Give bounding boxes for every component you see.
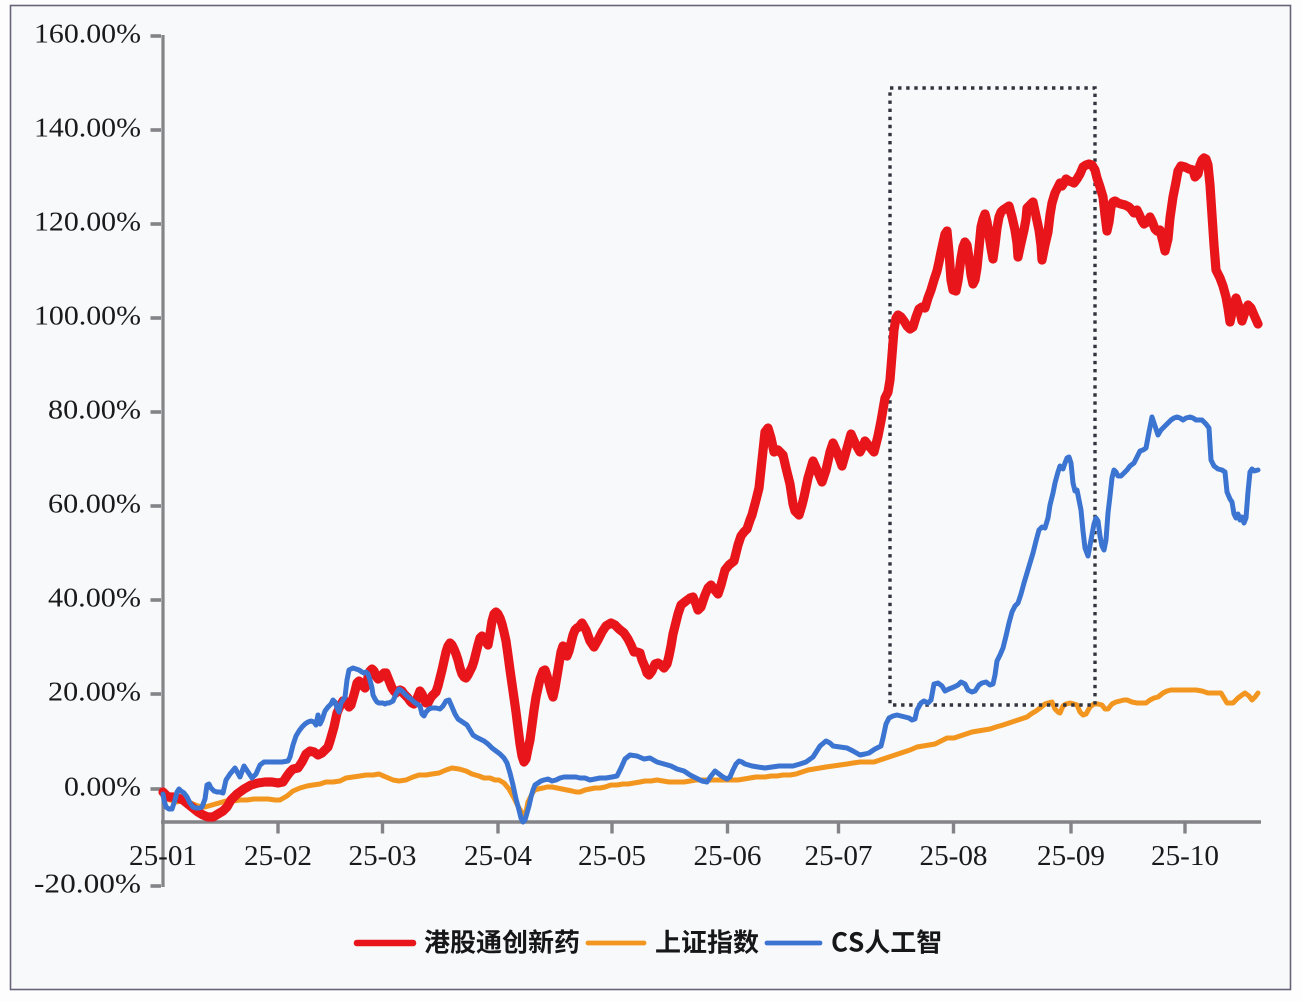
svg-text:80.00%: 80.00% (48, 394, 141, 425)
svg-text:25-07: 25-07 (805, 841, 873, 872)
svg-text:25-08: 25-08 (920, 841, 988, 872)
svg-text:120.00%: 120.00% (34, 206, 141, 237)
svg-text:25-02: 25-02 (244, 841, 312, 872)
svg-text:25-05: 25-05 (578, 841, 646, 872)
svg-text:25-10: 25-10 (1151, 841, 1219, 872)
svg-text:40.00%: 40.00% (48, 582, 141, 613)
svg-text:20.00%: 20.00% (48, 676, 141, 707)
svg-text:60.00%: 60.00% (48, 488, 141, 519)
svg-text:25-01: 25-01 (129, 841, 197, 872)
svg-text:25-03: 25-03 (349, 841, 417, 872)
svg-text:25-09: 25-09 (1037, 841, 1105, 872)
svg-text:25-04: 25-04 (464, 841, 532, 872)
svg-text:140.00%: 140.00% (34, 112, 141, 143)
svg-text:100.00%: 100.00% (34, 300, 141, 331)
svg-text:25-06: 25-06 (694, 841, 762, 872)
svg-text:0.00%: 0.00% (64, 771, 141, 802)
svg-text:160.00%: 160.00% (34, 18, 141, 49)
svg-text:-20.00%: -20.00% (34, 868, 141, 899)
